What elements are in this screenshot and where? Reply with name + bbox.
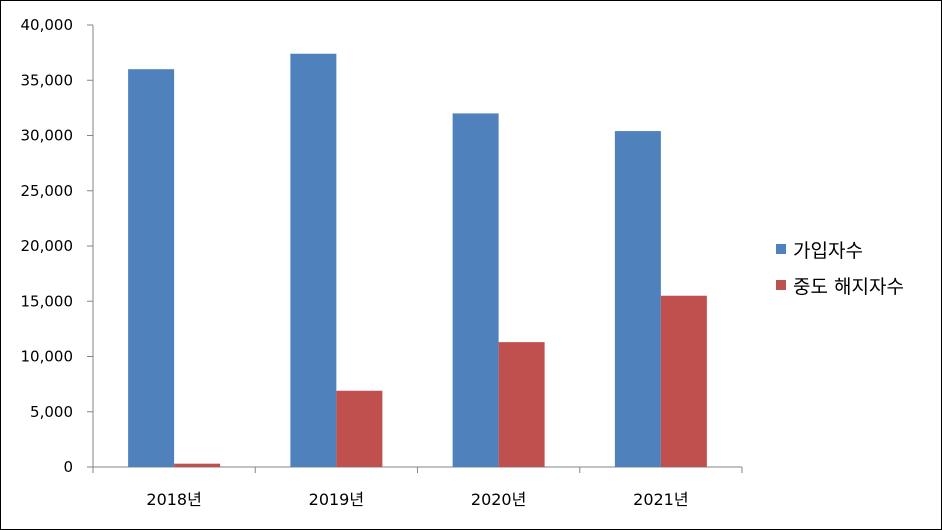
legend: 가입자수 중도 해지자수 <box>776 231 904 303</box>
y-tick-label: 35,000 <box>21 71 74 89</box>
bar-cancellations-2019년 <box>336 390 383 467</box>
y-tick-label: 40,000 <box>21 16 74 34</box>
x-category-label: 2019년 <box>309 490 364 509</box>
bar-subscribers-2020년 <box>452 113 499 468</box>
y-tick-label: 10,000 <box>21 348 74 366</box>
x-category-label: 2018년 <box>146 490 201 509</box>
bar-subscribers-2021년 <box>614 131 661 467</box>
bar-subscribers-2018년 <box>128 69 175 467</box>
y-tick-label: 25,000 <box>21 182 74 200</box>
y-tick-label: 0 <box>63 458 73 476</box>
legend-label-cancellations: 중도 해지자수 <box>793 275 904 298</box>
legend-swatch-cancellations <box>776 280 786 290</box>
x-category-label: 2021년 <box>633 490 688 509</box>
x-axis-ticks <box>92 467 743 473</box>
bar-subscribers-2019년 <box>290 53 337 467</box>
category-labels: 2018년 2019년 2020년 2021년 <box>146 490 688 509</box>
legend-item-cancellations: 중도 해지자수 <box>776 267 904 303</box>
legend-item-subscribers: 가입자수 <box>776 231 904 267</box>
bar-cancellations-2021년 <box>660 295 707 467</box>
legend-swatch-subscribers <box>776 244 786 254</box>
x-category-label: 2020년 <box>471 490 526 509</box>
y-tick-label: 30,000 <box>21 127 74 145</box>
bar-cancellations-2020년 <box>498 342 545 467</box>
y-tick-label: 15,000 <box>21 292 74 310</box>
legend-label-subscribers: 가입자수 <box>793 239 863 262</box>
y-axis-ticks: 0 5,000 10,000 15,000 20,000 25,000 30,000 35,0… <box>21 16 93 476</box>
y-tick-label: 5,000 <box>30 403 73 421</box>
y-tick-label: 20,000 <box>21 237 74 255</box>
bars <box>128 53 707 468</box>
bar-cancellations-2018년 <box>174 463 221 467</box>
